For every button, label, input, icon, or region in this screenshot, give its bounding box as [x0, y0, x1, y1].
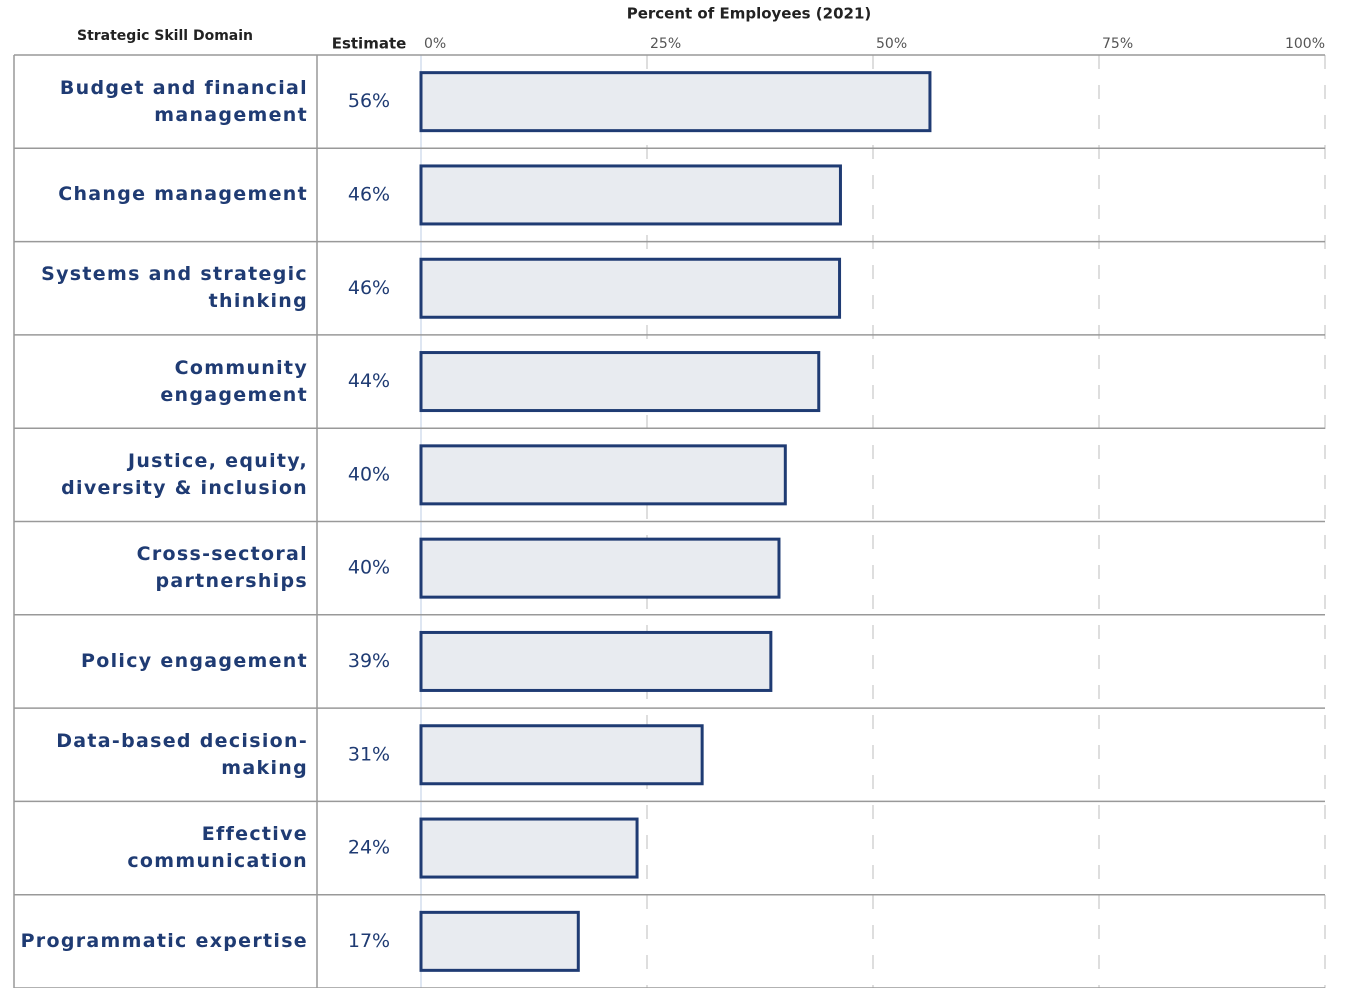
- value-label: 44%: [348, 370, 390, 392]
- bar: [419, 351, 821, 413]
- value-label: 31%: [348, 743, 390, 765]
- bar: [419, 537, 781, 599]
- category-label: Programmatic expertise: [20, 929, 308, 952]
- category-label: Budget and financial management: [59, 76, 308, 126]
- chart-title: Percent of Employees (2021): [627, 5, 872, 23]
- bar: [419, 257, 842, 319]
- value-label: 40%: [348, 557, 390, 579]
- bar: [419, 724, 704, 786]
- category-label: Effective communication: [127, 823, 308, 873]
- value-label: 40%: [348, 463, 390, 485]
- value-label: 56%: [348, 90, 390, 112]
- value-label: 46%: [348, 183, 390, 205]
- x-tick-label: 25%: [650, 36, 681, 52]
- bar: [419, 444, 787, 506]
- category-label: Community engagement: [160, 356, 308, 406]
- bar: [419, 71, 932, 133]
- category-label: Justice, equity, diversity & inclusion: [61, 449, 308, 499]
- value-label: 46%: [348, 277, 390, 299]
- x-tick-label: 75%: [1102, 36, 1133, 52]
- bar: [419, 164, 842, 226]
- category-label: Data-based decision-making: [56, 729, 308, 779]
- x-tick-label: 50%: [876, 36, 907, 52]
- bar: [419, 630, 773, 692]
- bar: [419, 817, 639, 879]
- value-label: 24%: [348, 837, 390, 859]
- value-header: Estimate: [332, 35, 407, 53]
- category-label: Cross-sectoral partnerships: [136, 543, 308, 593]
- category-label: Change management: [58, 183, 308, 206]
- value-label: 39%: [348, 650, 390, 672]
- bar: [419, 910, 580, 972]
- category-header: Strategic Skill Domain: [77, 28, 253, 44]
- x-tick-label: 100%: [1285, 36, 1325, 52]
- x-tick-label: 0%: [424, 36, 446, 52]
- category-label: Policy engagement: [81, 649, 308, 672]
- value-label: 17%: [348, 930, 390, 952]
- category-label: Systems and strategic thinking: [41, 263, 308, 313]
